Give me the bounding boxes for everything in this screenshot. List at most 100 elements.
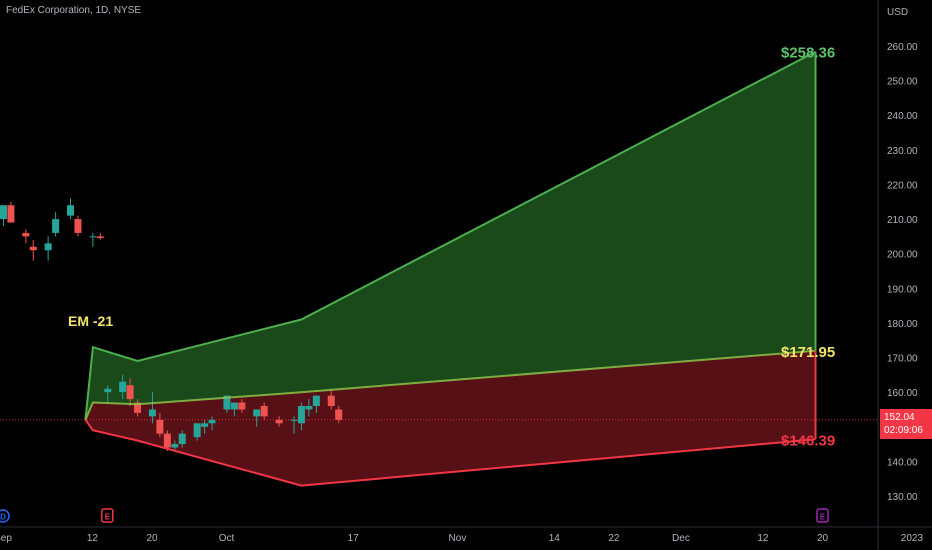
candle-body xyxy=(253,409,261,417)
candle-body xyxy=(104,388,112,393)
earnings-marker-icon xyxy=(816,508,829,523)
candle xyxy=(74,215,82,237)
event-marker: E xyxy=(816,508,829,523)
expected-move-fill xyxy=(85,51,816,486)
candle xyxy=(238,399,246,413)
candle-body xyxy=(29,246,37,251)
candle xyxy=(67,198,74,220)
lower-range-fill xyxy=(85,350,816,486)
candles-layer xyxy=(0,198,343,451)
candle xyxy=(7,201,15,223)
candle-body xyxy=(201,423,209,427)
candle xyxy=(178,430,186,448)
candle-body xyxy=(96,236,104,239)
candle xyxy=(156,412,164,438)
candle-body xyxy=(223,395,231,410)
time-tick-label: 14 xyxy=(549,533,561,544)
candle-body xyxy=(327,395,335,406)
event-marker-letter: E xyxy=(820,513,826,522)
candle-body xyxy=(126,385,134,400)
time-tick-label: Dec xyxy=(672,533,690,544)
candle-body xyxy=(44,243,52,251)
candle xyxy=(89,232,97,247)
candle xyxy=(44,236,52,261)
price-tick-label: 240.00 xyxy=(887,111,918,122)
candle-body xyxy=(312,395,320,406)
candle xyxy=(290,416,298,434)
candle xyxy=(134,399,142,417)
target-price-label: $146.39 xyxy=(781,432,835,449)
candle xyxy=(104,385,112,403)
candle-body xyxy=(260,406,268,417)
event-marker: E xyxy=(101,508,114,523)
time-tick-label: 12 xyxy=(87,533,99,544)
price-tick-label: 250.00 xyxy=(887,77,918,88)
price-tick-label: 190.00 xyxy=(887,284,918,295)
time-tick-label: Nov xyxy=(449,533,467,544)
mid-range-line xyxy=(84,349,816,421)
candle xyxy=(163,430,171,451)
dividend-marker-icon xyxy=(0,509,10,523)
time-tick-label: 20 xyxy=(817,533,829,544)
candle xyxy=(126,378,134,406)
candle-body xyxy=(74,219,82,233)
candle xyxy=(230,402,238,417)
price-tick-label: 170.00 xyxy=(887,354,918,365)
candle xyxy=(305,399,313,417)
price-tick-label: 230.00 xyxy=(887,146,918,157)
symbol-header: FedEx Corporation, 1D, NYSE xyxy=(6,5,142,16)
candle xyxy=(193,423,201,441)
candle-body xyxy=(119,381,127,393)
time-tick-label: 2023 xyxy=(901,533,924,544)
candle-body xyxy=(208,419,216,424)
time-tick-label: 17 xyxy=(348,533,360,544)
candle xyxy=(148,392,156,424)
price-tick-label: 140.00 xyxy=(887,457,918,468)
candle xyxy=(297,402,305,431)
candle-body xyxy=(163,433,171,448)
candle-body xyxy=(7,205,15,223)
event-marker-letter: E xyxy=(105,513,111,522)
lower-range-line xyxy=(84,419,816,487)
upper-range-line xyxy=(84,50,816,420)
candle-body xyxy=(290,419,298,421)
candle-body xyxy=(230,402,238,410)
candle xyxy=(208,416,216,431)
price-tick-label: 200.00 xyxy=(887,250,918,261)
upper-range-fill xyxy=(85,51,816,420)
time-tick-label: Oct xyxy=(219,533,235,544)
candle xyxy=(171,440,179,451)
candle xyxy=(96,232,104,240)
price-axis: USD130.00140.00150.00160.00170.00180.001… xyxy=(877,0,918,550)
candle xyxy=(119,374,127,400)
candle xyxy=(260,402,268,420)
candle xyxy=(253,409,261,427)
candle xyxy=(327,388,335,410)
last-price-tag: 152.04 02:09:06 xyxy=(880,409,932,439)
candle xyxy=(312,395,320,413)
candle-body xyxy=(238,402,246,410)
candle-body xyxy=(156,419,164,434)
candle-body xyxy=(22,232,30,237)
candle-body xyxy=(305,406,313,410)
candle-body xyxy=(193,423,201,438)
time-tick-label: Sep xyxy=(0,533,12,544)
candle xyxy=(275,416,283,427)
price-tick-label: 130.00 xyxy=(887,492,918,503)
candle-body xyxy=(0,205,7,220)
target-price-label: $171.95 xyxy=(781,344,835,361)
target-labels: $258.36 $171.95 $146.39 xyxy=(781,45,835,450)
candle-body xyxy=(89,236,97,238)
event-marker: D xyxy=(0,509,10,523)
candle-body xyxy=(335,409,343,420)
last-price-value: 152.04 xyxy=(884,412,915,423)
price-tick-label: 160.00 xyxy=(887,388,918,399)
candle-body xyxy=(52,219,60,233)
time-tick-label: 12 xyxy=(757,533,769,544)
candle-body xyxy=(171,444,179,448)
expected-move-label: EM -21 xyxy=(68,313,113,329)
bar-countdown: 02:09:06 xyxy=(884,425,923,436)
candle-body xyxy=(297,406,305,424)
